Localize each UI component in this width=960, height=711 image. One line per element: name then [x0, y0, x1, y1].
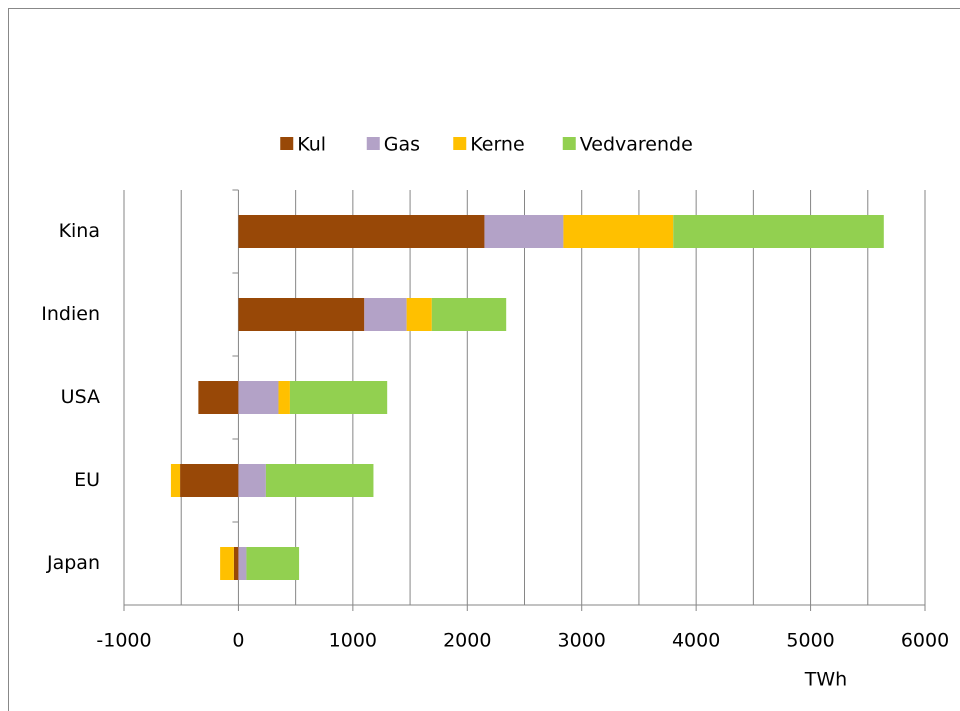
bar-segment — [406, 298, 432, 331]
legend-label: Gas — [384, 134, 420, 156]
bar-segment — [198, 381, 239, 414]
x-tick-label: 0 — [232, 630, 244, 652]
bar-segment — [289, 381, 388, 414]
x-tick-label: 3000 — [558, 630, 606, 652]
x-tick-label: 2000 — [443, 630, 491, 652]
bar-segment — [673, 215, 884, 248]
bar-segment — [238, 381, 279, 414]
legend-label: Kul — [297, 134, 326, 156]
bar-segment — [238, 215, 485, 248]
bar-segment — [484, 215, 564, 248]
x-tick-label: 4000 — [672, 630, 720, 652]
x-tick-label: -1000 — [96, 630, 151, 652]
legend-swatch — [366, 137, 380, 150]
legend-swatch — [562, 137, 576, 150]
bar-segment — [238, 547, 247, 580]
bar-segment — [278, 381, 290, 414]
bar-segment — [238, 464, 266, 497]
y-tick-label: Japan — [46, 552, 100, 574]
y-tick-label: USA — [61, 386, 100, 408]
bar-segment — [246, 547, 300, 580]
x-axis-label: TWh — [804, 669, 847, 691]
legend-swatch — [280, 137, 294, 150]
y-tick-label: EU — [74, 469, 100, 491]
bar-segment — [238, 298, 365, 331]
bar-segment — [563, 215, 674, 248]
bar-segment — [170, 464, 181, 497]
legend-swatch — [453, 137, 467, 150]
x-tick-label: 1000 — [329, 630, 377, 652]
bar-segment — [265, 464, 374, 497]
bar-segment — [431, 298, 507, 331]
y-tick-label: Indien — [41, 303, 100, 325]
legend-label: Kerne — [470, 134, 524, 156]
bar-segment — [364, 298, 407, 331]
bar-segment — [180, 464, 239, 497]
x-tick-label: 5000 — [786, 630, 834, 652]
bar-segment — [233, 547, 239, 580]
y-tick-label: Kina — [59, 220, 100, 242]
frame — [8, 8, 960, 711]
bar-segment — [220, 547, 234, 580]
x-tick-label: 6000 — [901, 630, 949, 652]
legend-label: Vedvarende — [580, 134, 693, 156]
